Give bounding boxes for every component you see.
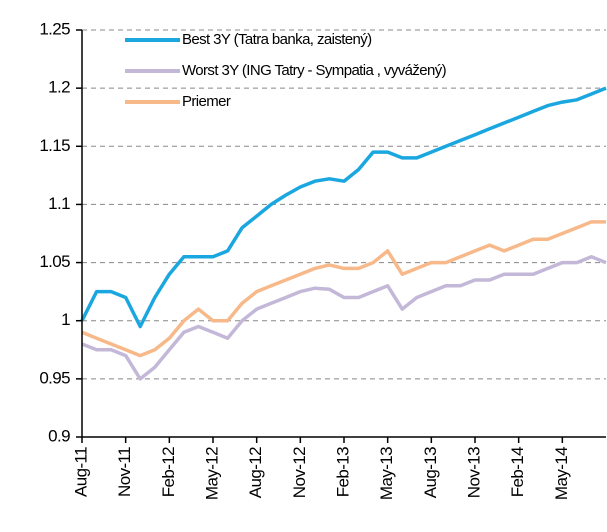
y-tick-label: 0.95: [39, 368, 70, 387]
x-tick-label: Aug-11: [71, 447, 90, 497]
y-tick-label: 1.05: [39, 252, 70, 271]
series-line: [81, 255, 607, 381]
x-tick-label: Feb-13: [333, 447, 352, 497]
x-tick-label: May-14: [552, 447, 571, 500]
y-tick-label: 1.2: [48, 78, 70, 97]
y-tick-label: 1.15: [39, 136, 70, 155]
legend: Best 3Y (Tatra banka, zaistený) Worst 3Y …: [125, 31, 447, 110]
series-line: [81, 220, 606, 358]
y-tick-label: 0.9: [48, 426, 70, 445]
x-tick-label: May-12: [202, 447, 221, 500]
legend-label: Best 3Y (Tatra banka, zaistený): [182, 31, 372, 48]
y-tick-label: 1.25: [39, 19, 70, 38]
grid: [82, 29, 606, 438]
x-tick-label: Feb-14: [508, 447, 527, 497]
x-tick-label: Feb-12: [159, 447, 178, 497]
legend-label: Worst 3Y (ING Tatry - Sympatia , vyvážen…: [182, 62, 447, 79]
x-tick-label: Nov-11: [115, 447, 134, 497]
x-tick-label: Nov-13: [464, 447, 483, 498]
x-tick-label: Nov-12: [290, 447, 309, 498]
x-tick-label: Aug-12: [246, 447, 265, 498]
x-tick-label: May-13: [377, 447, 396, 500]
y-tick-label: 1.1: [48, 194, 70, 213]
series-line: [80, 86, 607, 329]
legend-label: Priemer: [182, 93, 231, 110]
plot-lines: [80, 86, 607, 381]
x-tick-label: Aug-13: [421, 447, 440, 498]
y-tick-label: 1: [61, 310, 70, 329]
